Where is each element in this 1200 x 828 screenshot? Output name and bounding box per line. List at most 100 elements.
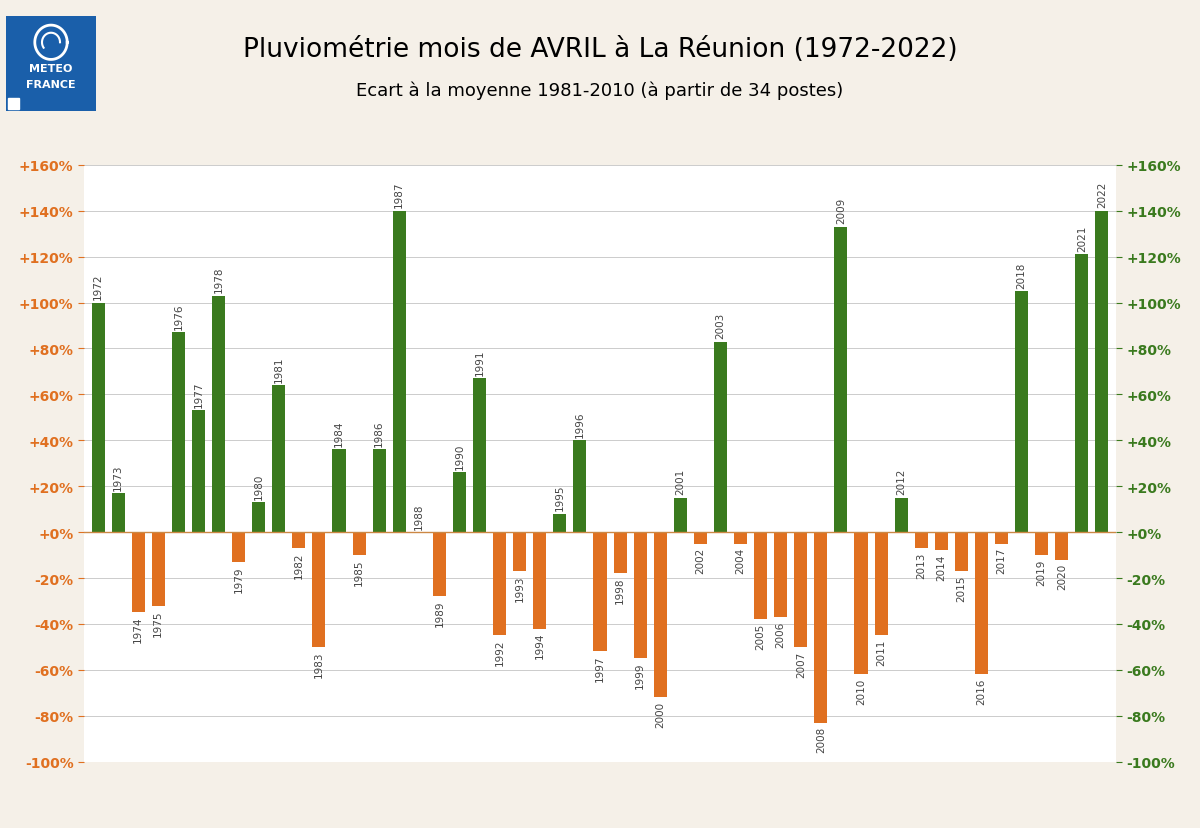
Bar	[553, 514, 566, 532]
Text: 1976: 1976	[173, 303, 184, 330]
Text: 1994: 1994	[535, 633, 545, 659]
Bar	[613, 532, 626, 574]
Bar	[995, 532, 1008, 544]
Text: 2001: 2001	[676, 469, 685, 494]
Text: 1974: 1974	[133, 616, 143, 643]
Text: 2002: 2002	[695, 547, 706, 574]
Text: 1995: 1995	[554, 484, 565, 511]
Text: 2010: 2010	[856, 678, 866, 705]
Bar	[815, 532, 827, 723]
Bar	[252, 503, 265, 532]
Bar	[1015, 291, 1028, 532]
Text: 1973: 1973	[113, 464, 124, 490]
Text: 2017: 2017	[996, 547, 1007, 574]
Bar	[112, 493, 125, 532]
Bar	[654, 532, 667, 697]
Text: 1983: 1983	[314, 651, 324, 677]
Text: 2011: 2011	[876, 639, 886, 666]
Text: 2015: 2015	[956, 575, 966, 601]
Text: 2006: 2006	[775, 621, 786, 647]
Text: 2007: 2007	[796, 651, 805, 676]
Bar	[935, 532, 948, 551]
Text: 1990: 1990	[455, 443, 464, 469]
Bar	[914, 532, 928, 548]
Text: 2000: 2000	[655, 701, 665, 727]
Text: 2014: 2014	[936, 554, 947, 580]
Bar	[433, 532, 446, 597]
Text: METEO: METEO	[29, 64, 73, 74]
Bar	[1055, 532, 1068, 560]
Bar	[754, 532, 767, 619]
Text: 1977: 1977	[193, 381, 204, 407]
Text: 1992: 1992	[494, 639, 505, 666]
Bar	[1075, 255, 1088, 532]
Bar	[353, 532, 366, 556]
Bar	[955, 532, 968, 571]
Text: 2009: 2009	[836, 198, 846, 224]
Bar	[533, 532, 546, 628]
Bar	[974, 532, 988, 675]
Text: 1993: 1993	[515, 575, 524, 601]
Text: 1980: 1980	[253, 473, 264, 499]
Bar	[373, 450, 385, 532]
Bar	[293, 532, 305, 548]
Text: 1987: 1987	[395, 181, 404, 208]
Bar	[1036, 532, 1049, 556]
Text: 1999: 1999	[635, 662, 646, 689]
Bar	[232, 532, 245, 562]
Bar	[473, 379, 486, 532]
Text: 2018: 2018	[1016, 262, 1027, 288]
Text: 1984: 1984	[334, 420, 344, 446]
Bar	[272, 386, 286, 532]
Bar	[774, 532, 787, 618]
Text: 2013: 2013	[917, 552, 926, 578]
Bar	[594, 532, 606, 652]
Bar	[8, 99, 19, 110]
Bar	[151, 532, 164, 606]
Bar	[834, 228, 847, 532]
Bar	[854, 532, 868, 675]
Text: 2003: 2003	[715, 312, 726, 339]
Bar	[493, 532, 506, 636]
Bar	[714, 342, 727, 532]
Text: 2016: 2016	[977, 678, 986, 705]
Bar	[1096, 211, 1109, 532]
Text: 2019: 2019	[1037, 559, 1046, 585]
Bar	[673, 498, 686, 532]
Bar	[895, 498, 907, 532]
Text: 2004: 2004	[736, 547, 745, 574]
Bar	[132, 532, 145, 613]
Text: 1998: 1998	[616, 577, 625, 604]
Text: 1997: 1997	[595, 655, 605, 681]
Text: 1981: 1981	[274, 356, 283, 383]
Text: 1978: 1978	[214, 267, 223, 293]
Bar	[332, 450, 346, 532]
Text: 1989: 1989	[434, 600, 444, 627]
Text: 1996: 1996	[575, 411, 584, 437]
Bar	[694, 532, 707, 544]
Text: 2005: 2005	[756, 623, 766, 649]
Bar	[392, 211, 406, 532]
Bar	[172, 333, 185, 532]
Text: 1991: 1991	[474, 349, 485, 375]
Bar	[875, 532, 888, 636]
Bar	[734, 532, 748, 544]
Bar	[192, 411, 205, 532]
Bar	[212, 296, 226, 532]
Text: 1972: 1972	[94, 273, 103, 300]
Text: 1986: 1986	[374, 420, 384, 446]
Text: 1988: 1988	[414, 503, 425, 529]
Text: 1979: 1979	[234, 566, 244, 592]
Text: 2021: 2021	[1076, 225, 1087, 252]
Bar	[452, 473, 466, 532]
Bar	[91, 303, 104, 532]
Text: FRANCE: FRANCE	[26, 80, 76, 90]
Text: 2020: 2020	[1057, 563, 1067, 590]
Text: 1975: 1975	[154, 609, 163, 636]
Bar	[574, 440, 587, 532]
Bar	[514, 532, 527, 571]
Text: 1982: 1982	[294, 552, 304, 579]
Text: Pluviométrie mois de AVRIL à La Réunion (1972-2022): Pluviométrie mois de AVRIL à La Réunion …	[242, 36, 958, 63]
Text: 2008: 2008	[816, 726, 826, 753]
Text: Ecart à la moyenne 1981-2010 (à partir de 34 postes): Ecart à la moyenne 1981-2010 (à partir d…	[356, 82, 844, 100]
